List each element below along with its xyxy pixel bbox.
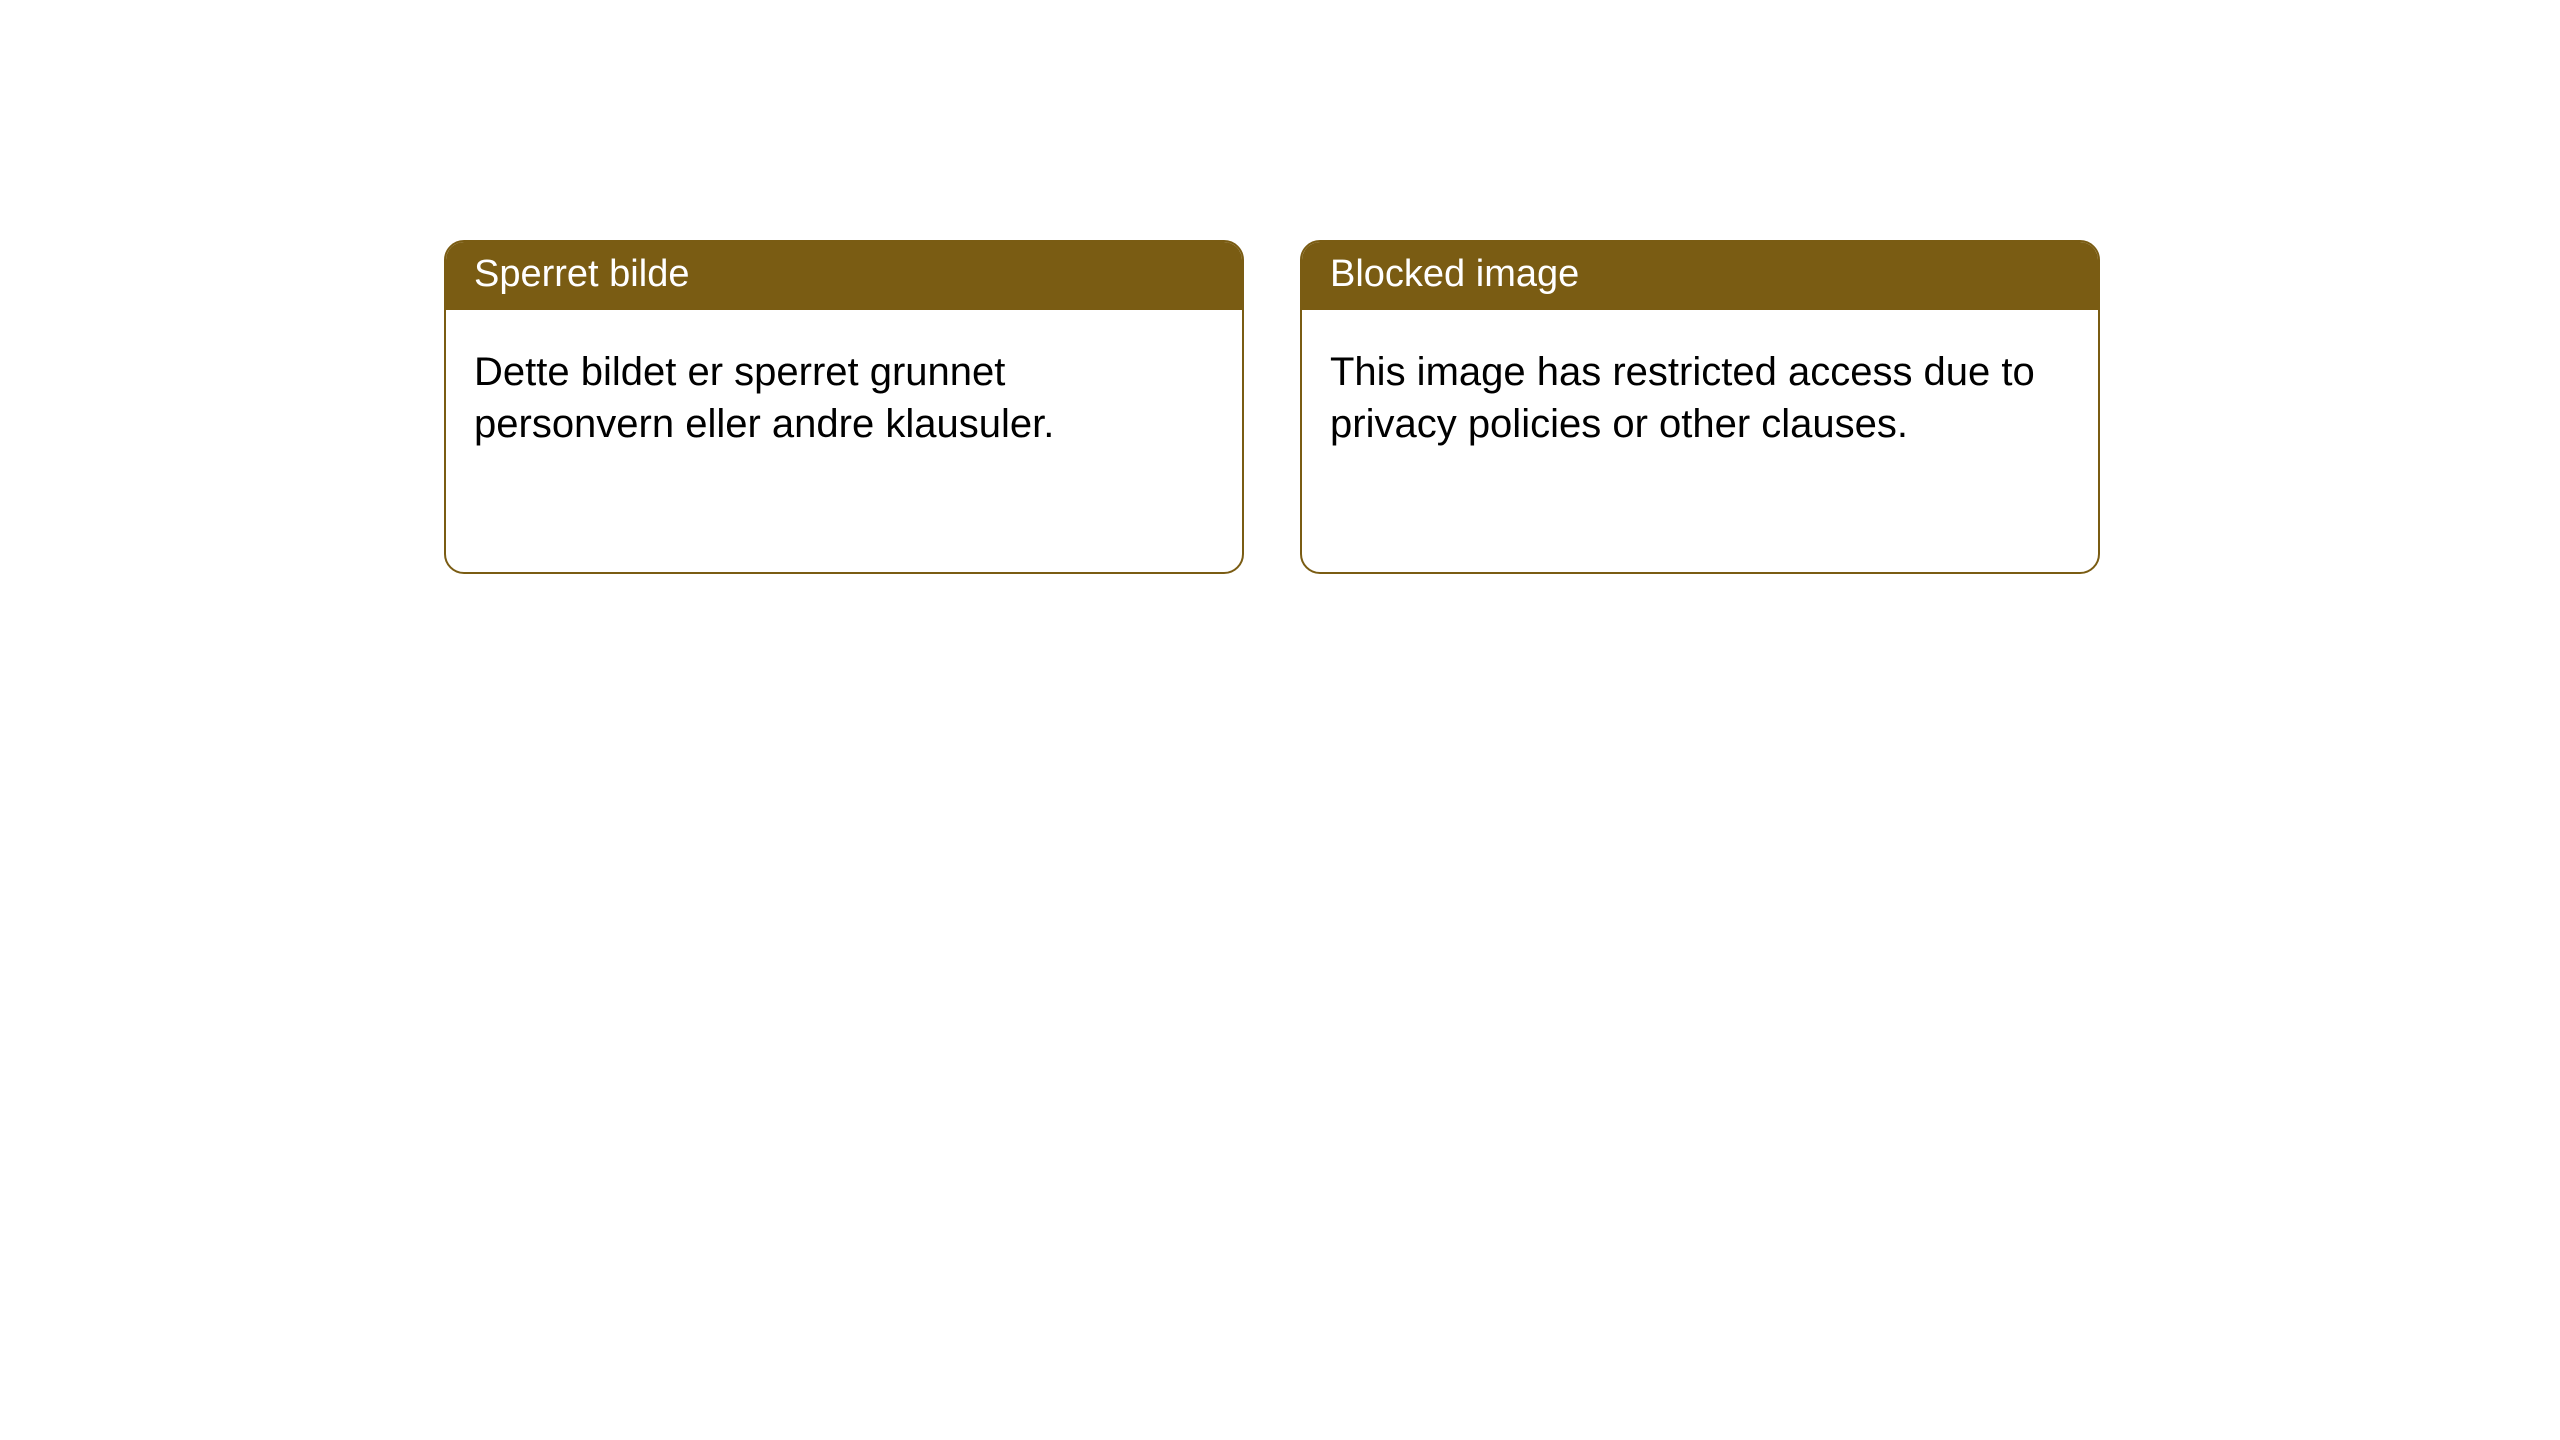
card-header-english: Blocked image <box>1302 242 2098 310</box>
card-header-norwegian: Sperret bilde <box>446 242 1242 310</box>
blocked-image-card-norwegian: Sperret bilde Dette bildet er sperret gr… <box>444 240 1244 574</box>
card-body-english: This image has restricted access due to … <box>1302 310 2098 470</box>
blocked-image-card-english: Blocked image This image has restricted … <box>1300 240 2100 574</box>
card-body-norwegian: Dette bildet er sperret grunnet personve… <box>446 310 1242 470</box>
cards-container: Sperret bilde Dette bildet er sperret gr… <box>0 0 2560 574</box>
